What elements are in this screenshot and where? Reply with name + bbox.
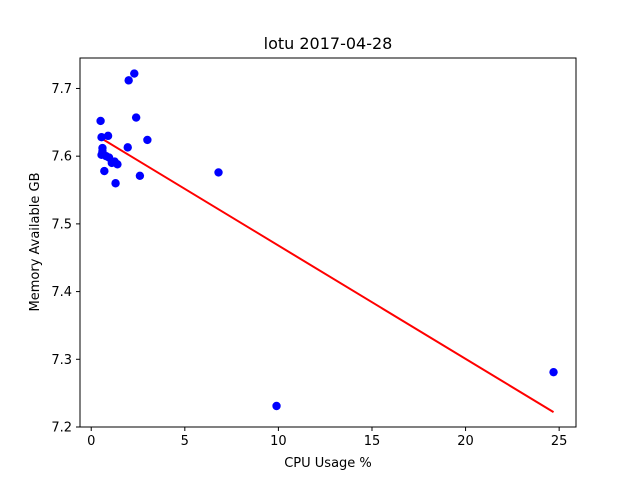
y-tick-label: 7.3	[51, 353, 72, 368]
y-tick-label: 7.7	[51, 82, 72, 97]
data-point	[214, 168, 223, 177]
x-tick-label: 10	[270, 434, 287, 449]
y-axis-label: Memory Available GB	[28, 173, 43, 312]
y-tick-label: 7.5	[51, 217, 72, 232]
data-point	[113, 160, 122, 169]
data-point	[111, 179, 120, 188]
data-point	[100, 166, 109, 176]
data-point	[123, 143, 132, 152]
x-axis: 0 5 10 15 20 25	[87, 427, 567, 449]
x-tick-label: 0	[87, 434, 95, 449]
data-point	[96, 116, 105, 126]
data-point	[103, 131, 113, 141]
x-axis-label: CPU Usage %	[284, 456, 372, 471]
x-tick-label: 5	[181, 434, 189, 449]
data-point	[97, 133, 106, 142]
plot-frame	[79, 57, 577, 428]
data-point	[272, 401, 281, 411]
y-tick-label: 7.2	[51, 421, 72, 436]
y-axis: 7.2 7.3 7.4 7.5 7.6 7.7	[51, 82, 80, 436]
data-point	[131, 113, 141, 122]
data-point	[124, 76, 133, 85]
x-tick-label: 25	[551, 434, 568, 449]
data-point	[130, 69, 139, 78]
data-point	[102, 151, 111, 161]
fit-line	[100, 137, 555, 413]
y-tick-label: 7.4	[51, 285, 72, 300]
data-point	[549, 367, 558, 377]
x-tick-label: 20	[457, 434, 474, 449]
plot-area	[96, 69, 558, 413]
chart-title: lotu 2017-04-28	[264, 34, 393, 53]
data-point	[135, 171, 145, 181]
x-tick-label: 15	[364, 434, 381, 449]
data-point	[143, 135, 152, 145]
y-tick-label: 7.6	[51, 150, 72, 165]
